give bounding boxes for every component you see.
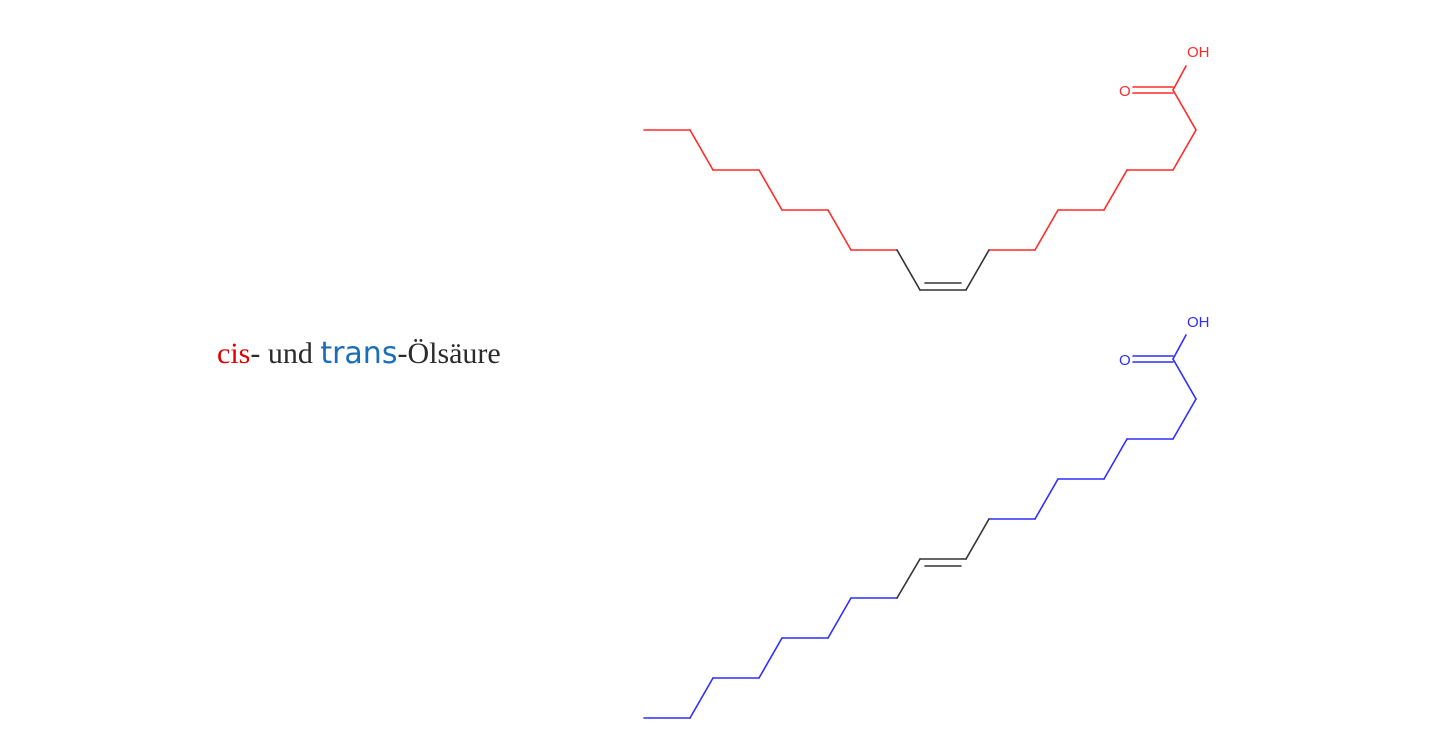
cis-bond	[1172, 89, 1197, 131]
caption-oelsaeure: -Ölsäure	[397, 337, 501, 370]
cis-bond	[896, 249, 921, 291]
trans-bond	[758, 637, 783, 679]
trans-bond	[965, 518, 990, 560]
trans-oleic-acid-structure: OH O	[643, 314, 1210, 719]
trans-bond	[1034, 478, 1059, 520]
caption-trans: trans	[320, 336, 398, 371]
cis-bond	[827, 209, 852, 251]
cis-bond	[1103, 169, 1128, 211]
cis-hydroxyl-label: OH	[1187, 44, 1210, 61]
trans-bond	[1172, 398, 1197, 440]
cis-hydroxyl-bond	[1172, 65, 1187, 91]
cis-bond	[689, 129, 714, 171]
trans-hydroxyl-bond	[1172, 334, 1187, 360]
cis-chain	[643, 65, 1197, 251]
cis-bond	[758, 169, 783, 211]
cis-double-bond	[896, 249, 990, 291]
cis-oleic-acid-structure: OH O	[643, 44, 1210, 291]
trans-bond	[689, 677, 714, 719]
trans-bond	[1103, 438, 1128, 480]
cis-bond	[965, 249, 990, 291]
trans-bond	[896, 558, 921, 599]
trans-bond	[1172, 358, 1197, 400]
cis-bond	[1172, 129, 1197, 171]
cis-bond	[1034, 209, 1059, 251]
trans-double-bond	[896, 518, 990, 599]
trans-carbonyl-label: O	[1119, 352, 1131, 369]
trans-bond	[827, 597, 852, 639]
trans-hydroxyl-label: OH	[1187, 314, 1210, 331]
cis-carbonyl-label: O	[1119, 83, 1131, 100]
figure-caption: cis- und trans-Ölsäure	[217, 336, 501, 371]
trans-chain	[643, 334, 1197, 719]
caption-und: - und	[250, 337, 321, 370]
caption-cis: cis	[217, 337, 251, 370]
